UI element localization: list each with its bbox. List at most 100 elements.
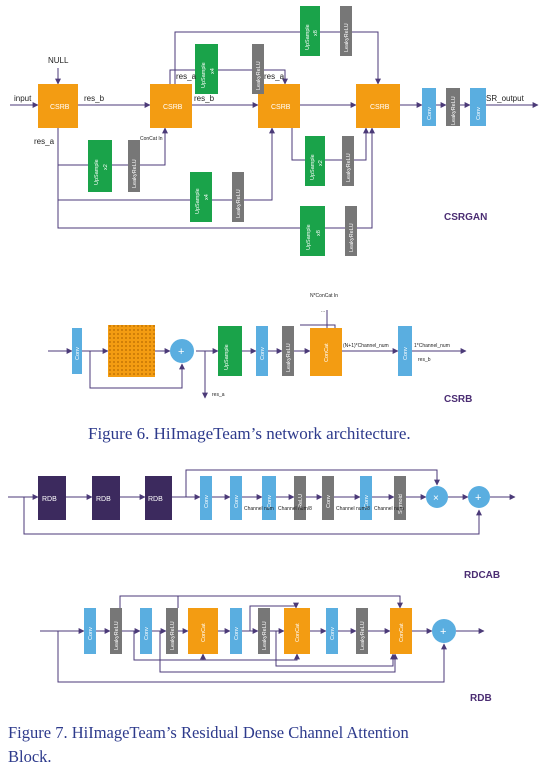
svg-text:LeakyReLU: LeakyReLU	[451, 96, 457, 125]
leaky-e: LeakyReLU	[340, 6, 352, 56]
csrb-detail-concat: ConCat	[310, 328, 342, 376]
csrb-block-4: CSRB	[356, 84, 400, 128]
svg-text:UpSample: UpSample	[306, 224, 312, 250]
svg-text:x2: x2	[318, 160, 324, 166]
svg-text:Conv: Conv	[427, 107, 433, 120]
svg-text:UpSample: UpSample	[310, 154, 316, 180]
rdcab-rdb-3: RDB	[145, 476, 172, 520]
rdcab-channel-num8-2: Channel num/8	[336, 506, 370, 512]
svg-text:Sigmoid: Sigmoid	[398, 494, 404, 514]
csrb-detail-conv-3: Conv	[398, 326, 412, 376]
leaky-a: LeakyReLU	[128, 140, 140, 192]
csrb-title: CSRB	[444, 394, 472, 405]
rdb-leaky-3: LeakyReLU	[258, 608, 270, 654]
rdb-conv-1: Conv	[84, 608, 96, 654]
svg-text:LeakyReLU: LeakyReLU	[286, 343, 292, 372]
output-conv-2: Conv	[470, 88, 486, 126]
csrb-res-b-label: res_b	[418, 357, 431, 363]
leaky-b: LeakyReLU	[232, 172, 244, 222]
output-conv-1: Conv	[422, 88, 436, 126]
svg-text:CSRB: CSRB	[271, 104, 291, 111]
rdb-conv-3: Conv	[230, 608, 242, 654]
rdcab-channel-num-2: Channel num	[374, 506, 404, 512]
rdb-conv-4: Conv	[326, 608, 338, 654]
svg-text:LeakyReLU: LeakyReLU	[256, 61, 262, 90]
rdcab-conv-2: Conv	[230, 476, 242, 520]
svg-text:Conv: Conv	[326, 495, 332, 508]
upsample-x8-a: UpSample x8	[300, 206, 325, 256]
svg-text:LeakyReLU: LeakyReLU	[236, 189, 242, 218]
nconcat-label: N*ConCat In	[310, 293, 338, 299]
rdb-conv-2: Conv	[140, 608, 152, 654]
csrb-detail-conv-2: Conv	[256, 326, 268, 376]
one-channel-label: 1*Channel_num	[414, 343, 450, 349]
csrb-block-1: CSRB	[38, 84, 78, 128]
upsample-x2-b: UpSample x2	[305, 136, 325, 186]
res-b-label-2: res_b	[194, 94, 215, 103]
rdcab-relu: ReLU	[294, 476, 306, 520]
leaky-d: LeakyReLU	[252, 44, 264, 94]
rdcab-title: RDCAB	[464, 570, 500, 581]
dots-label: ...	[321, 308, 325, 314]
output-leaky: LeakyReLU	[446, 88, 460, 126]
rdcab-plus: +	[468, 486, 490, 508]
svg-text:Conv: Conv	[260, 347, 266, 360]
csrb-detail-plus: +	[170, 339, 194, 363]
svg-text:Conv: Conv	[234, 627, 240, 640]
svg-text:Conv: Conv	[364, 495, 370, 508]
svg-text:UpSample: UpSample	[94, 159, 100, 185]
res-a-label-2: res_a	[176, 72, 197, 81]
csrb-block-2: CSRB	[150, 84, 192, 128]
svg-text:Conv: Conv	[403, 347, 409, 360]
leaky-c: LeakyReLU	[345, 206, 357, 256]
svg-text:RDB: RDB	[96, 496, 111, 503]
res-a-label-3: res_a	[264, 72, 285, 81]
res-b-label-1: res_b	[84, 94, 105, 103]
sr-output-label: SR_output	[486, 94, 525, 103]
svg-text:x8: x8	[316, 230, 322, 236]
csrb-label: CSRB	[50, 104, 70, 111]
input-label: input	[14, 94, 32, 103]
svg-text:ConCat: ConCat	[295, 623, 301, 642]
svg-text:LeakyReLU: LeakyReLU	[170, 621, 176, 650]
rdb-plus: +	[432, 619, 456, 643]
upsample-x2-a: UpSample x2	[88, 140, 112, 192]
concat-in-label: ConCat In	[140, 136, 163, 142]
svg-text:RDB: RDB	[42, 496, 57, 503]
svg-text:LeakyReLU: LeakyReLU	[360, 621, 366, 650]
rdb-title: RDB	[470, 693, 492, 704]
csrb-detail-resblock	[108, 325, 155, 377]
svg-text:Conv: Conv	[234, 495, 240, 508]
svg-text:UpSample: UpSample	[305, 24, 311, 50]
rdb-diagram	[40, 595, 485, 683]
rdb-concat-3: ConCat	[390, 608, 412, 654]
svg-text:+: +	[440, 626, 446, 638]
svg-text:UpSample: UpSample	[195, 188, 201, 214]
svg-text:LeakyReLU: LeakyReLU	[132, 159, 138, 188]
svg-text:x4: x4	[210, 68, 216, 74]
csrgan-diagram	[10, 31, 539, 229]
rdcab-conv-5: Conv	[360, 476, 372, 520]
rdcab-multiply: ×	[426, 486, 448, 508]
svg-text:×: ×	[433, 493, 439, 504]
svg-text:LeakyReLU: LeakyReLU	[344, 23, 350, 52]
svg-text:CSRB: CSRB	[163, 104, 183, 111]
svg-text:ConCat: ConCat	[399, 623, 405, 642]
svg-text:+: +	[475, 492, 481, 504]
rdcab-conv-4: Conv	[322, 476, 334, 520]
rdcab-conv-1: Conv	[200, 476, 212, 520]
svg-text:ConCat: ConCat	[201, 623, 207, 642]
upsample-x8-b: UpSample x8	[300, 6, 320, 56]
svg-text:x8: x8	[313, 30, 319, 36]
leaky-f: LeakyReLU	[342, 136, 354, 186]
svg-text:Conv: Conv	[330, 627, 336, 640]
svg-text:x4: x4	[204, 194, 210, 200]
svg-text:LeakyReLU: LeakyReLU	[262, 621, 268, 650]
rdb-concat-2: ConCat	[284, 608, 310, 654]
csrb-res-a-label: res_a	[212, 392, 225, 398]
svg-text:Conv: Conv	[144, 627, 150, 640]
svg-text:LeakyReLU: LeakyReLU	[349, 223, 355, 252]
svg-text:LeakyReLU: LeakyReLU	[346, 153, 352, 182]
rdb-leaky-1: LeakyReLU	[110, 608, 122, 654]
